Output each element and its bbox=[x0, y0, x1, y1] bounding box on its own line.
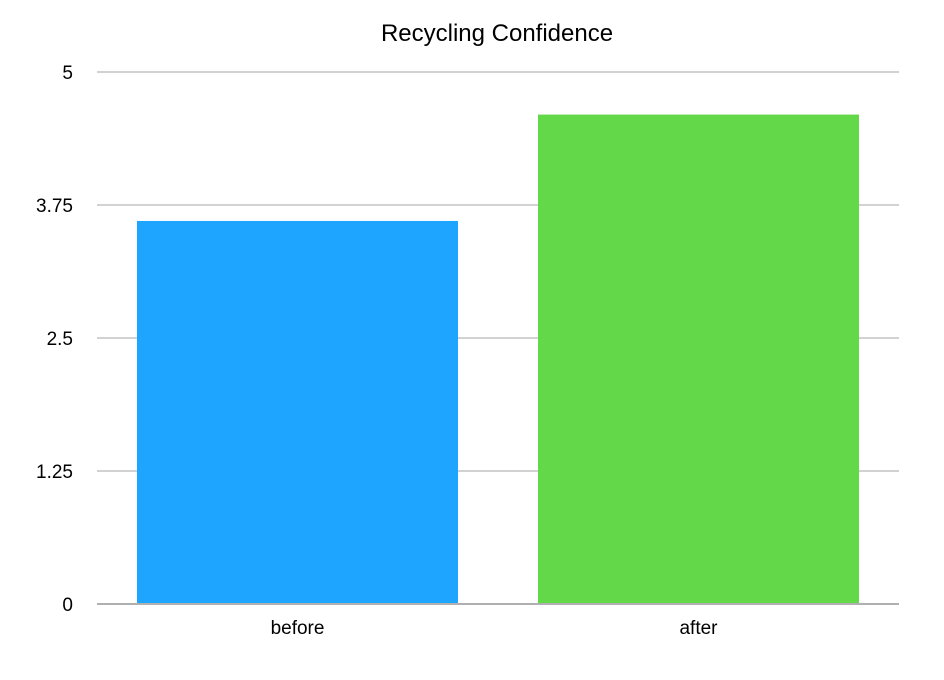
chart-title: Recycling Confidence bbox=[381, 20, 613, 47]
bar-before bbox=[137, 220, 458, 604]
bar-after bbox=[538, 114, 859, 604]
x-category-label: after bbox=[679, 618, 718, 639]
y-tick-label: 0 bbox=[62, 595, 73, 616]
x-axis-category-labels: before after bbox=[271, 618, 719, 639]
y-tick-label: 2.5 bbox=[47, 329, 73, 350]
y-tick-label: 5 bbox=[62, 63, 73, 84]
y-tick-label: 3.75 bbox=[36, 196, 73, 217]
bars bbox=[137, 114, 859, 604]
x-category-label: before bbox=[271, 618, 325, 639]
y-axis-tick-labels: 0 1.25 2.5 3.75 5 bbox=[36, 63, 73, 616]
y-tick-label: 1.25 bbox=[36, 462, 73, 483]
